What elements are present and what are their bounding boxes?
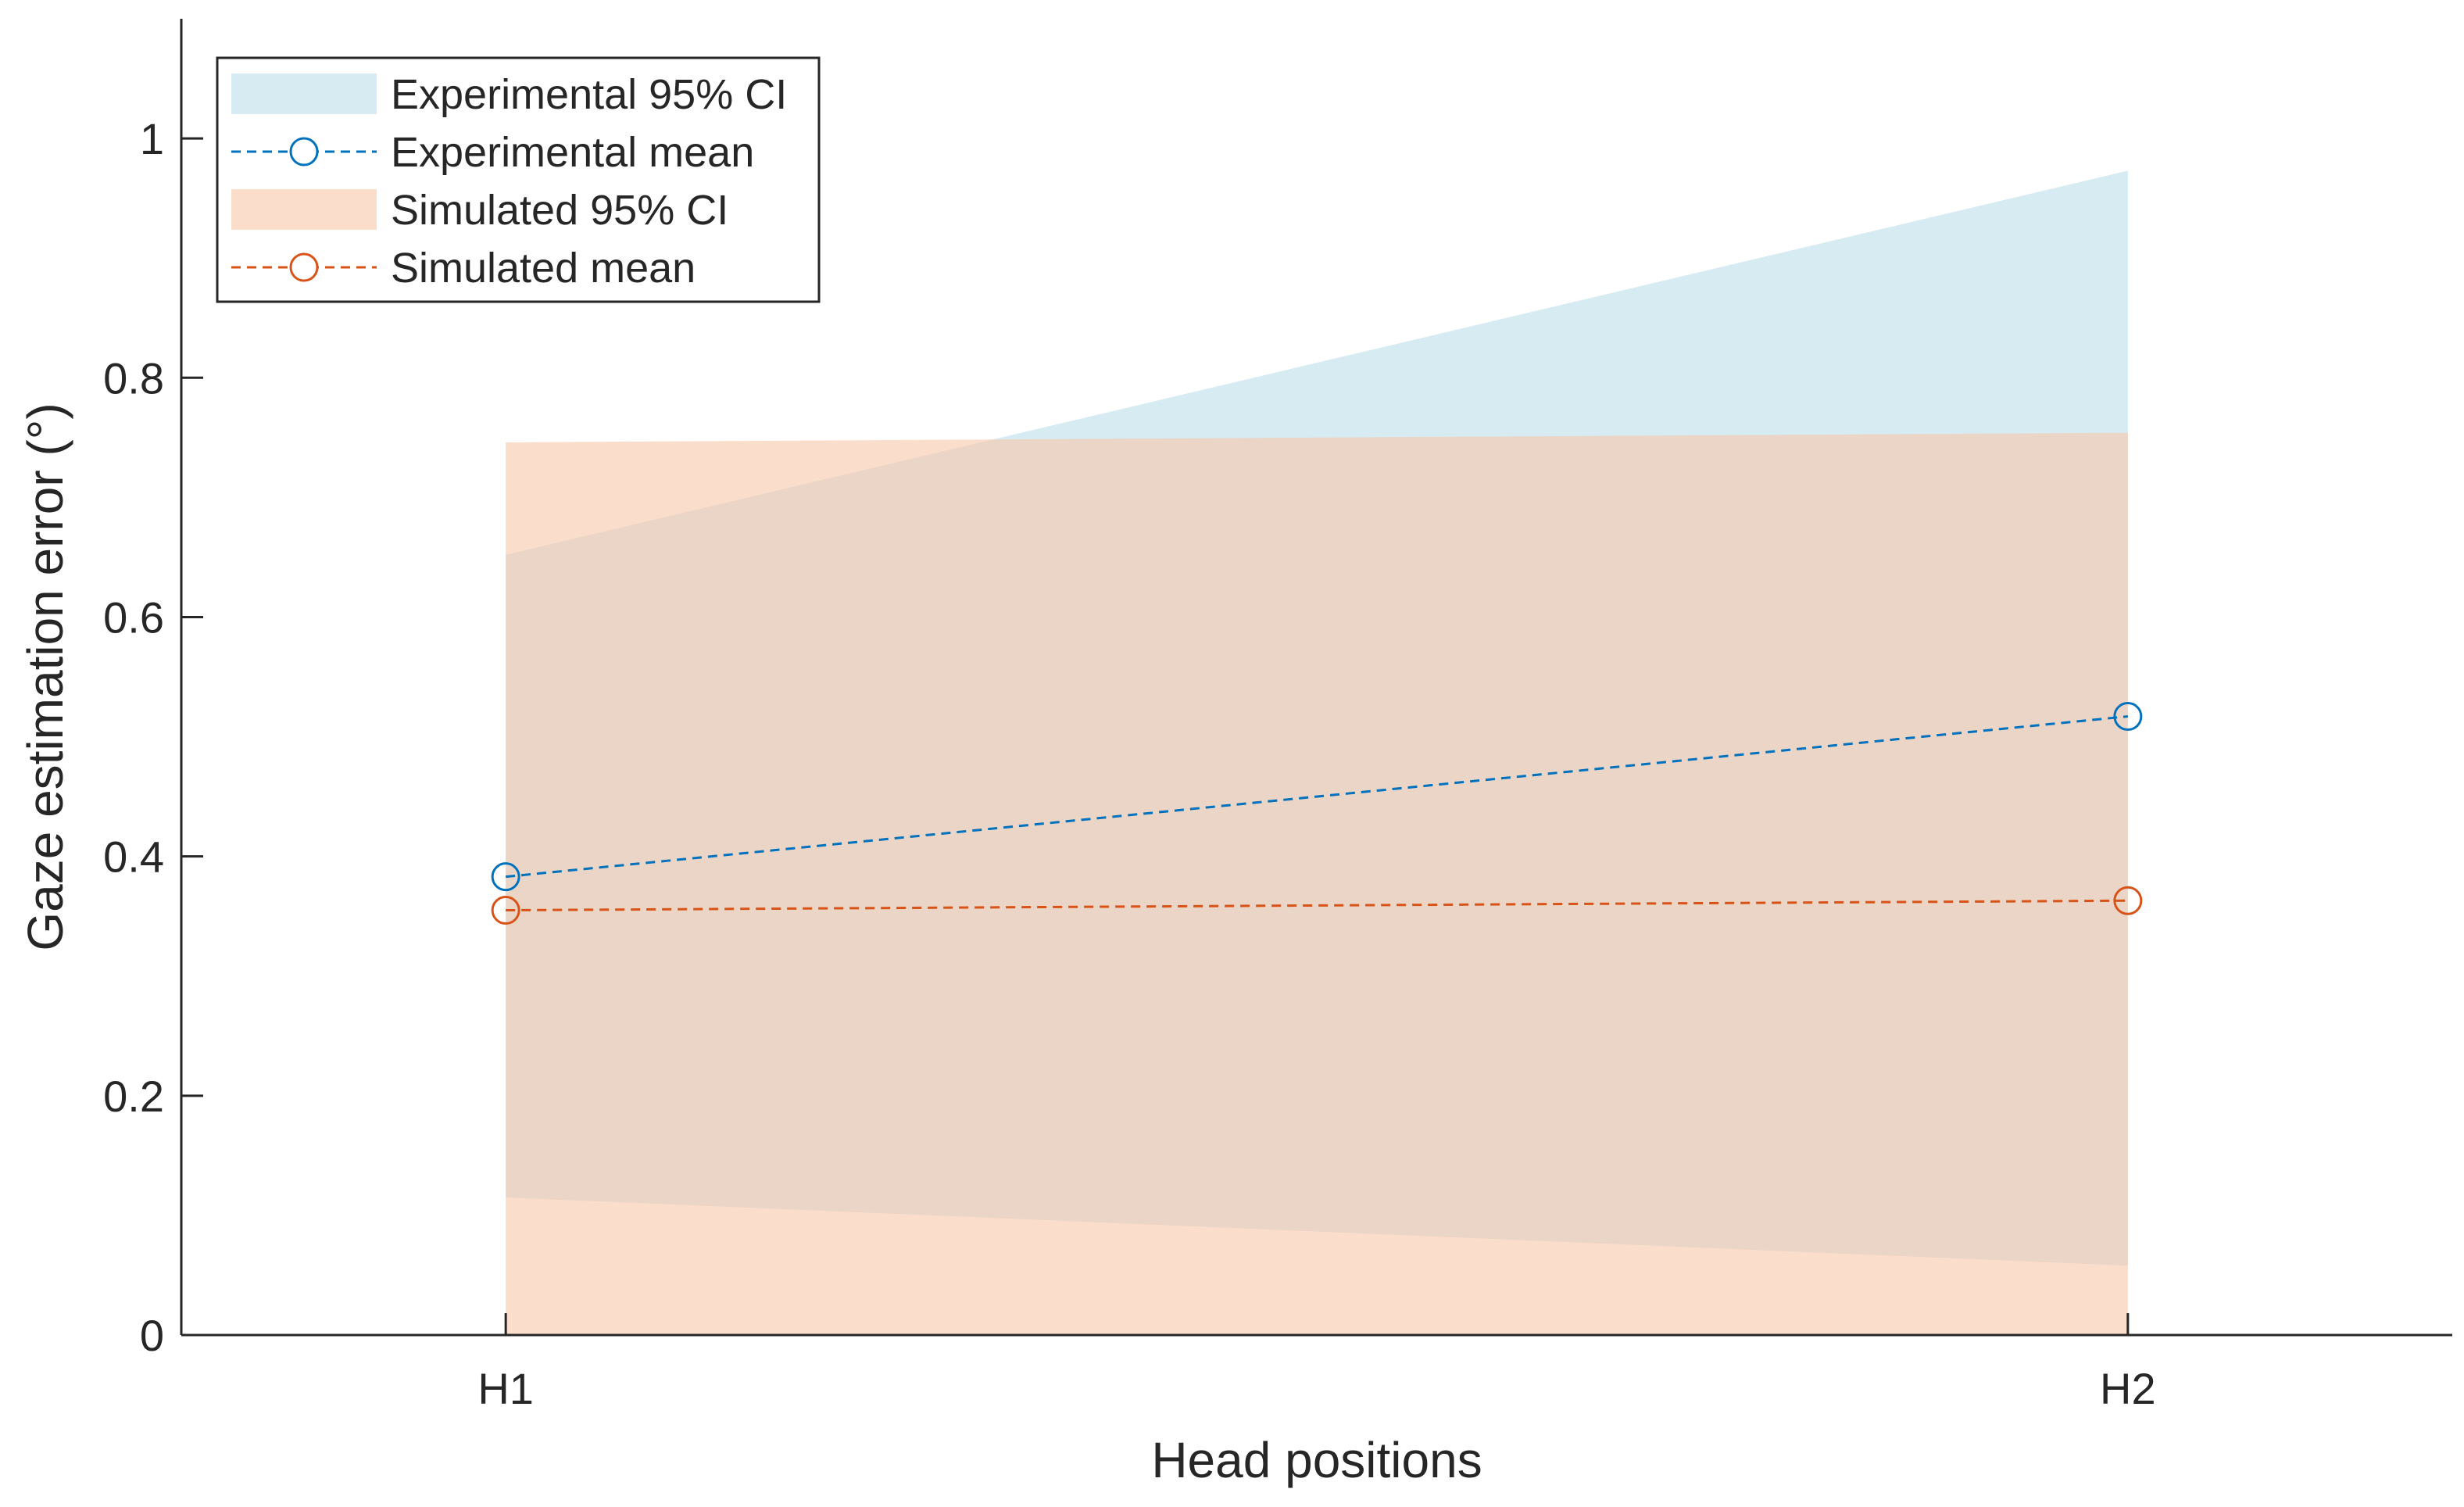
band-simulated-ci xyxy=(506,432,2128,1335)
legend-label-simulated-mean: Simulated mean xyxy=(391,245,696,292)
legend-swatch-experimental-95-ci xyxy=(231,73,377,114)
y-tick-label: 0.8 xyxy=(103,353,164,403)
legend-marker-experimental-mean xyxy=(289,137,319,166)
legend-marker-simulated-mean xyxy=(289,252,319,282)
y-axis-label: Gaze estimation error (°) xyxy=(17,403,73,950)
legend-swatch-simulated-95-ci xyxy=(231,189,377,230)
confidence-bands xyxy=(506,170,2128,1335)
axes xyxy=(180,19,2452,1337)
marker-experimental-h2 xyxy=(2113,702,2143,732)
x-tick-label: H2 xyxy=(2100,1364,2156,1413)
legend: Experimental 95% CI Experimental mean Simu… xyxy=(216,56,821,303)
y-tick-label: 0.6 xyxy=(103,592,164,642)
legend-label-experimental-95-ci: Experimental 95% CI xyxy=(391,71,787,118)
marker-simulated-h2 xyxy=(2113,886,2143,915)
x-ticks: H1 H2 xyxy=(477,1313,2156,1413)
x-axis-label: Head positions xyxy=(1151,1432,1482,1488)
y-ticks: 0 0.2 0.4 0.6 0.8 1 xyxy=(103,114,203,1360)
y-tick-label: 0.2 xyxy=(103,1072,164,1121)
marker-simulated-h1 xyxy=(491,896,520,925)
marker-experimental-h1 xyxy=(491,862,520,892)
legend-label-experimental-mean: Experimental mean xyxy=(391,129,754,176)
x-tick-label: H1 xyxy=(477,1364,534,1413)
y-tick-label: 0 xyxy=(140,1311,164,1360)
line-simulated-mean xyxy=(506,899,2128,912)
line-experimental-mean xyxy=(505,715,2129,879)
mean-series xyxy=(491,702,2143,925)
y-tick-label: 1 xyxy=(140,114,164,163)
legend-label-simulated-95-ci: Simulated 95% CI xyxy=(391,187,728,234)
y-tick-label: 0.4 xyxy=(103,832,164,882)
